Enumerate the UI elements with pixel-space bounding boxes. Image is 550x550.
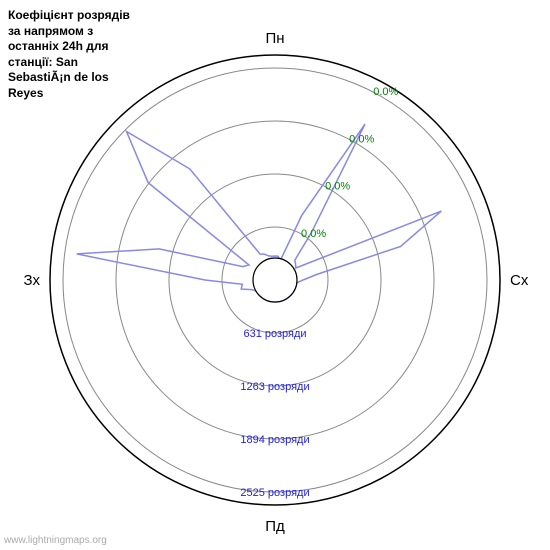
- ring-label: 2525 розряди: [240, 487, 309, 499]
- chart-title: Коефіцієнт розрядів за напрямом з останн…: [8, 8, 138, 102]
- axis-label-south: Пд: [265, 518, 285, 535]
- pct-label: 0.0%: [325, 181, 350, 193]
- pct-label: 0.0%: [301, 228, 326, 240]
- attribution-text: www.lightningmaps.org: [4, 535, 107, 546]
- center-circle: [253, 258, 297, 302]
- ring-label: 631 розряди: [243, 328, 306, 340]
- axis-label-west: Зх: [23, 272, 40, 289]
- ring-label: 1894 розряди: [240, 434, 309, 446]
- axis-label-north: Пн: [265, 30, 284, 47]
- axis-label-east: Сх: [510, 272, 529, 289]
- ring-label: 1263 розряди: [240, 381, 309, 393]
- pct-label: 0.0%: [373, 86, 398, 98]
- pct-label: 0.0%: [349, 133, 374, 145]
